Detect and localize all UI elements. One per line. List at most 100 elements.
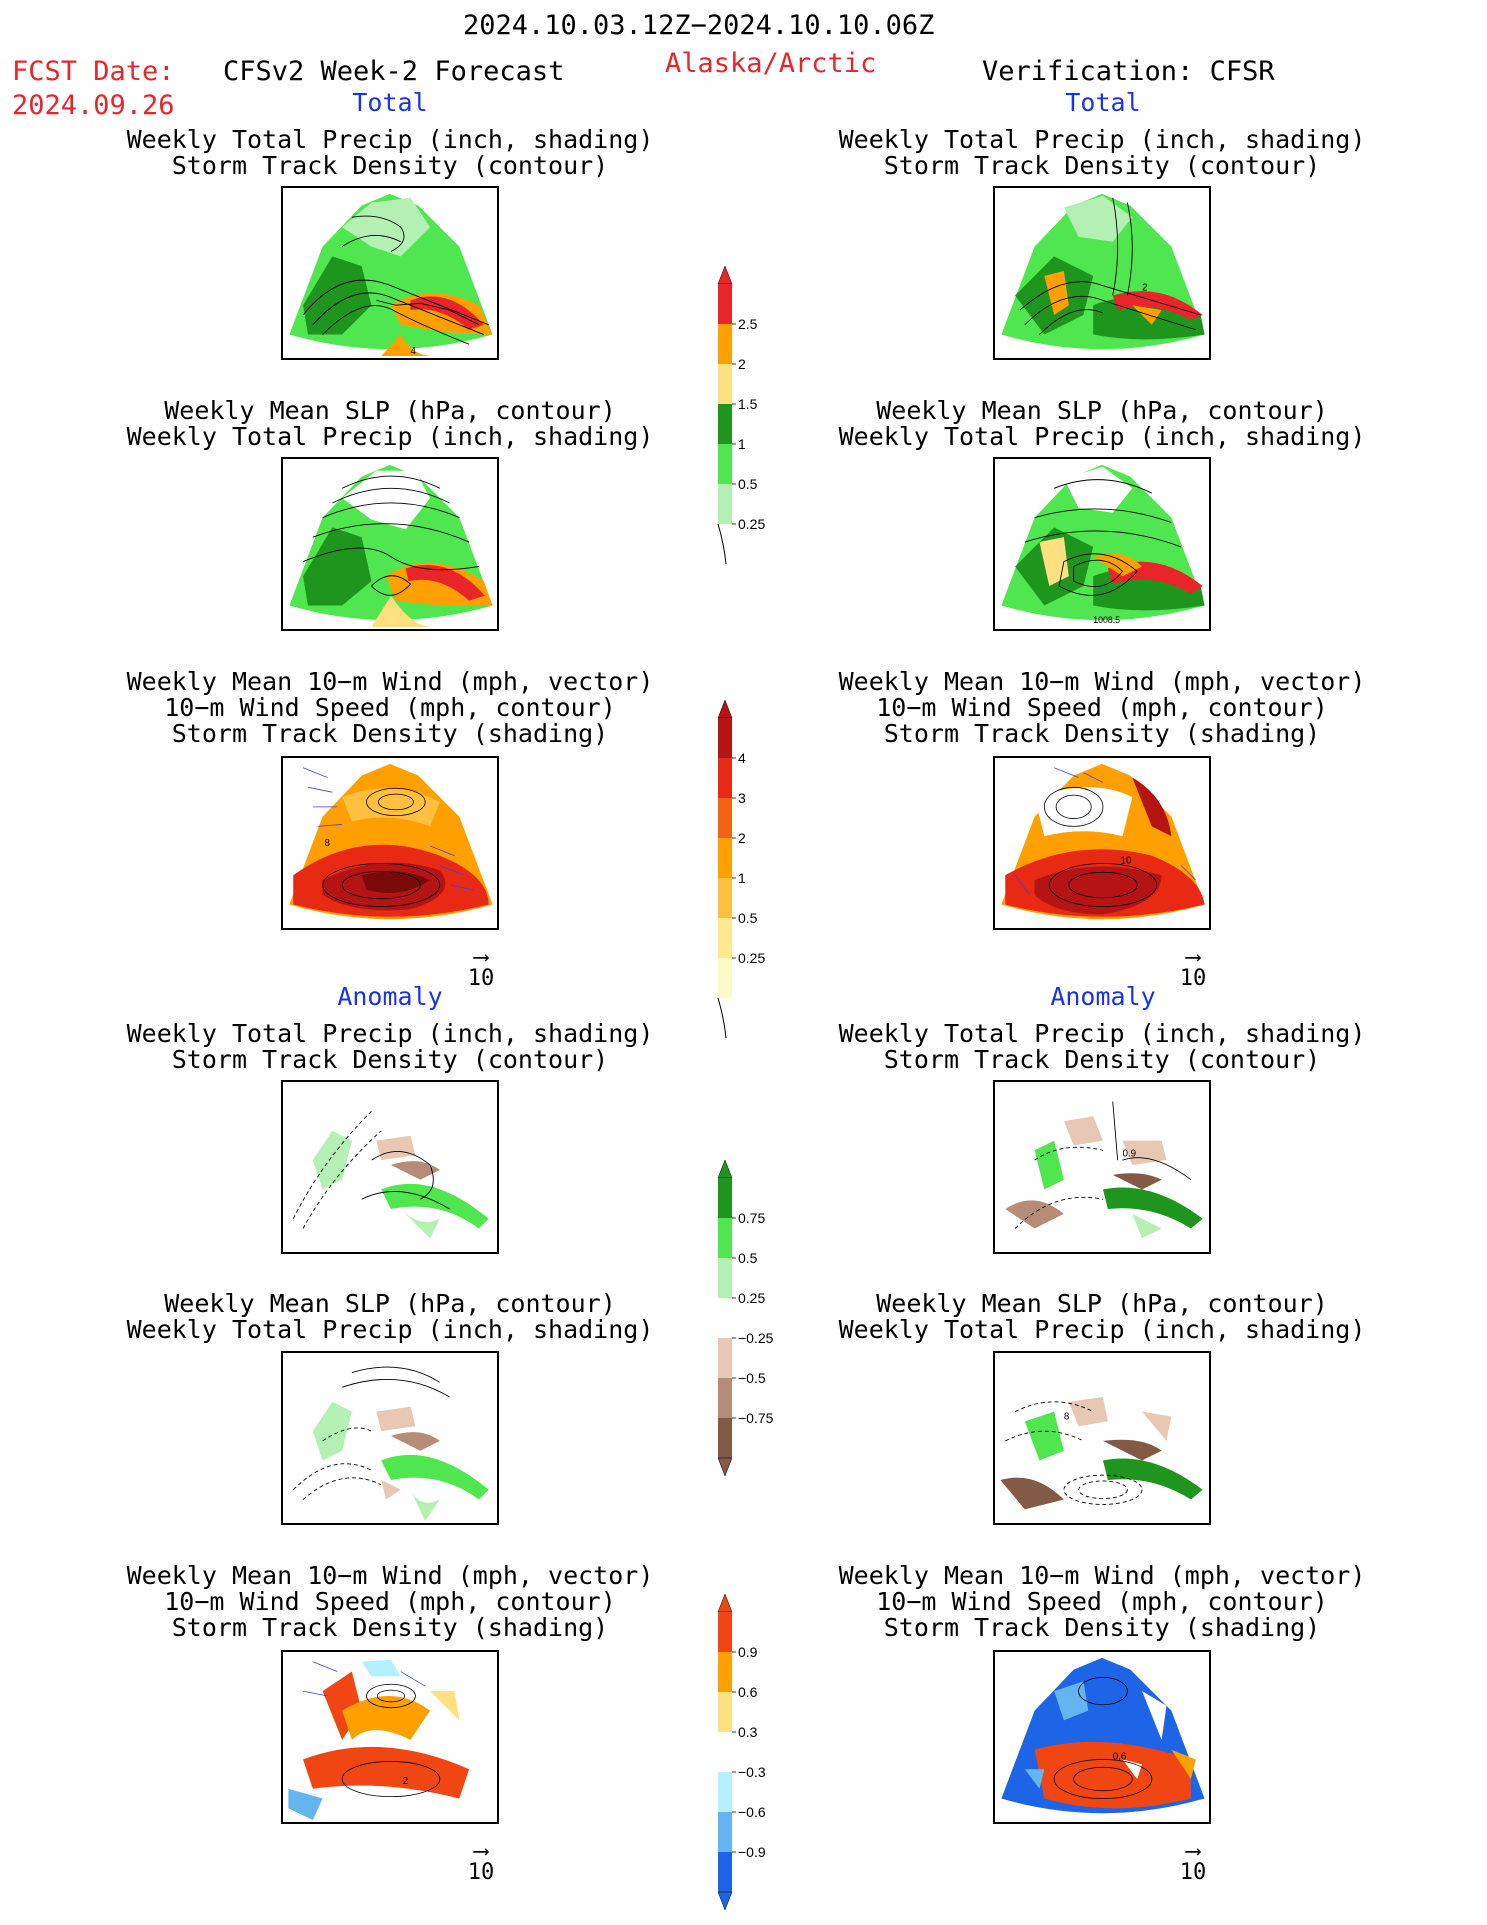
colorbar-label: 0.75 [738, 1210, 765, 1226]
map-panel-wind-anom-verification: 0.6 [993, 1650, 1211, 1824]
period-title: 2024.10.03.12Z−2024.10.10.06Z [463, 10, 935, 41]
colorbar-label: 1.5 [738, 396, 758, 412]
vector-ref-l1: ⟶ 10 [451, 945, 511, 992]
title-wind-storm-r1: Weekly Mean 10−m Wind (mph, vector) 10−m … [802, 669, 1402, 747]
title-precip-storm-l1: Weekly Total Precip (inch, shading) Storm… [90, 127, 690, 179]
colorbar-label: −0.6 [738, 1804, 766, 1820]
colorbar-label: 0.5 [738, 910, 758, 926]
title-line: Weekly Mean 10−m Wind (mph, vector) [126, 1561, 654, 1590]
arrow-right-icon: ⟶ [1186, 945, 1200, 970]
colorbar-label: 2.5 [738, 316, 758, 332]
colorbar-swatch [718, 1852, 732, 1892]
colorbar-label: 4 [738, 750, 746, 766]
title-line: Weekly Total Precip (inch, shading) [838, 1019, 1366, 1048]
title-line: Weekly Total Precip (inch, shading) [126, 422, 654, 451]
section-total-left: Total [352, 88, 428, 117]
title-precip-storm-r1: Weekly Total Precip (inch, shading) Storm… [802, 127, 1402, 179]
map-panel-wind-total-forecast: 8 [281, 756, 499, 930]
colorbar-svg: 2.5 2 1.5 1 0.5 0.25 [717, 265, 765, 565]
section-anomaly-right: Anomaly [1050, 982, 1156, 1011]
colorbar-swatch [718, 364, 732, 404]
title-line: Weekly Mean SLP (hPa, contour) [876, 1289, 1328, 1318]
colorbar-swatch [718, 1218, 732, 1258]
title-line: Weekly Total Precip (inch, shading) [126, 125, 654, 154]
arrow-right-icon: ⟶ [474, 945, 488, 970]
vector-ref-l2: ⟶ 10 [451, 1841, 511, 1886]
colorbar-bottom-cap [717, 1891, 733, 1911]
title-slp-precip-l2: Weekly Mean SLP (hPa, contour) Weekly Tot… [90, 1291, 690, 1343]
contour-label: 0.6 [1113, 1751, 1127, 1762]
title-line: Storm Track Density (contour) [171, 151, 609, 180]
title-line: 10−m Wind Speed (mph, contour) [164, 693, 616, 722]
vector-ref-label: 10 [1179, 966, 1207, 991]
title-wind-storm-l1: Weekly Mean 10−m Wind (mph, vector) 10−m … [90, 669, 690, 747]
title-line: Weekly Total Precip (inch, shading) [126, 1019, 654, 1048]
vector-ref-label: 10 [467, 966, 495, 991]
colorbar-label: 1 [738, 436, 746, 452]
colorbar-tail [717, 997, 727, 1039]
vector-ref-label: 10 [467, 1860, 495, 1885]
colorbar-swatch [718, 444, 732, 484]
colorbar-precip-total: 2.5 2 1.5 1 0.5 0.25 [717, 265, 808, 565]
colorbar-label: 1 [738, 870, 746, 886]
title-line: Weekly Total Precip (inch, shading) [838, 1315, 1366, 1344]
colorbar-swatch [718, 1732, 732, 1772]
map-wind-anom-forecast: 2 [288, 1657, 493, 1821]
colorbar-label: −0.75 [738, 1410, 774, 1426]
colorbar-label: 0.6 [738, 1684, 758, 1700]
colorbar-label: 2 [738, 356, 746, 372]
map-wind-anom-verification: 0.6 [1001, 1657, 1205, 1814]
contour-label: 8 [325, 838, 330, 849]
colorbar-label: −0.25 [738, 1330, 774, 1346]
colorbar-swatch [718, 838, 732, 878]
fcst-date-label: FCST Date: [12, 56, 175, 87]
colorbar-swatch [718, 1772, 732, 1812]
colorbar-swatch [718, 758, 732, 798]
title-line: Weekly Total Precip (inch, shading) [838, 422, 1366, 451]
title-precip-storm-r2: Weekly Total Precip (inch, shading) Storm… [802, 1021, 1402, 1073]
colorbar-swatch [718, 1378, 732, 1418]
colorbar-swatch [718, 918, 732, 958]
map-panel-slp-total-forecast [281, 457, 499, 631]
contour-label: 2 [403, 1776, 408, 1787]
map-precip-anom-verification: 0.9 [1005, 1101, 1203, 1239]
colorbar-swatch [718, 1652, 732, 1692]
title-line: Storm Track Density (shading) [171, 719, 609, 748]
colorbar-top-cap [717, 1593, 733, 1613]
title-line: Storm Track Density (contour) [171, 1045, 609, 1074]
colorbar-swatch [718, 284, 732, 324]
colorbar-label: −0.5 [738, 1370, 766, 1386]
contour-label: 8 [1064, 1411, 1069, 1422]
contour-label: 4 [411, 346, 417, 357]
title-line: Storm Track Density (contour) [883, 1045, 1321, 1074]
colorbar-svg: 0.75 0.5 0.25 −0.25 −0.5 −0.75 [717, 1159, 774, 1477]
colorbar-storm-anom: 0.9 0.6 0.3 −0.3 −0.6 −0.9 [717, 1593, 808, 1911]
title-line: Weekly Mean 10−m Wind (mph, vector) [838, 667, 1366, 696]
title-precip-storm-l2: Weekly Total Precip (inch, shading) Storm… [90, 1021, 690, 1073]
colorbar-storm-total: 4 3 2 1 0.5 0.25 [717, 699, 808, 1039]
colorbar-swatch [718, 1178, 732, 1218]
map-panel-slp-total-verification: 1008.5 [993, 457, 1211, 631]
title-line: 10−m Wind Speed (mph, contour) [876, 693, 1328, 722]
colorbar-label: 0.9 [738, 1644, 758, 1660]
contour-label: 1008.5 [1093, 615, 1120, 625]
title-line: Weekly Mean 10−m Wind (mph, vector) [838, 1561, 1366, 1590]
map-precip-anom-forecast [292, 1110, 489, 1239]
section-anomaly-left: Anomaly [337, 982, 443, 1011]
verification-title: Verification: CFSR [982, 56, 1275, 87]
colorbar-swatch [718, 1612, 732, 1652]
map-panel-wind-total-verification: 10 [993, 756, 1211, 930]
colorbar-swatch [718, 878, 732, 918]
map-slp-anom-verification: 8 [1000, 1396, 1203, 1510]
colorbar-swatch [718, 404, 732, 444]
colorbar-label: 0.3 [738, 1724, 758, 1740]
contour-label: 10 [1121, 856, 1132, 867]
title-line: Storm Track Density (shading) [883, 1613, 1321, 1642]
map-panel-slp-anom-forecast [281, 1351, 499, 1525]
colorbar-swatch [718, 1258, 732, 1298]
colorbar-label: 0.5 [738, 476, 758, 492]
colorbar-svg: 0.9 0.6 0.3 −0.3 −0.6 −0.9 [717, 1593, 766, 1911]
colorbar-tail [717, 523, 727, 565]
region-title: Alaska/Arctic [665, 48, 877, 79]
colorbar-label: −0.9 [738, 1844, 766, 1860]
